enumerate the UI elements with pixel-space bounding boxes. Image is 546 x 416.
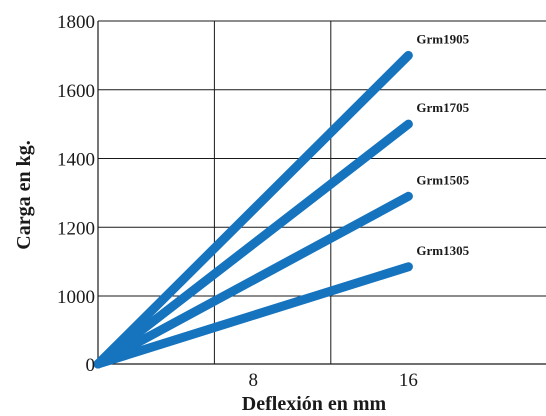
y-axis-title: Carga en kg. (13, 140, 35, 249)
series-line-grm1505 (93, 191, 413, 369)
series-line-grm1705 (93, 119, 413, 369)
x-axis-title: Deflexión en mm (242, 393, 387, 415)
y-tick-label: 1200 (57, 218, 95, 239)
series-line-grm1905 (93, 50, 413, 369)
series-line-grm1305 (93, 262, 413, 369)
series-lines (93, 50, 413, 369)
x-tick-label: 8 (248, 370, 258, 391)
y-tick-label: 1400 (57, 150, 95, 171)
axes (97, 21, 546, 365)
x-tick-label: 16 (399, 370, 418, 391)
series-label: Grm1505 (416, 172, 469, 187)
series-label: Grm1905 (416, 31, 469, 46)
y-tick-label: 1000 (57, 287, 95, 308)
grid (98, 20, 546, 364)
y-tick-label: 1800 (57, 12, 95, 33)
series-label: Grm1705 (416, 100, 469, 115)
labels: 0 1000 1200 1400 1600 1800 8 16 Grm1905 Grm1705 Gr… (57, 12, 470, 391)
y-tick-label: 1600 (57, 81, 95, 102)
series-label: Grm1305 (416, 243, 469, 258)
y-tick-label: 0 (86, 355, 96, 376)
